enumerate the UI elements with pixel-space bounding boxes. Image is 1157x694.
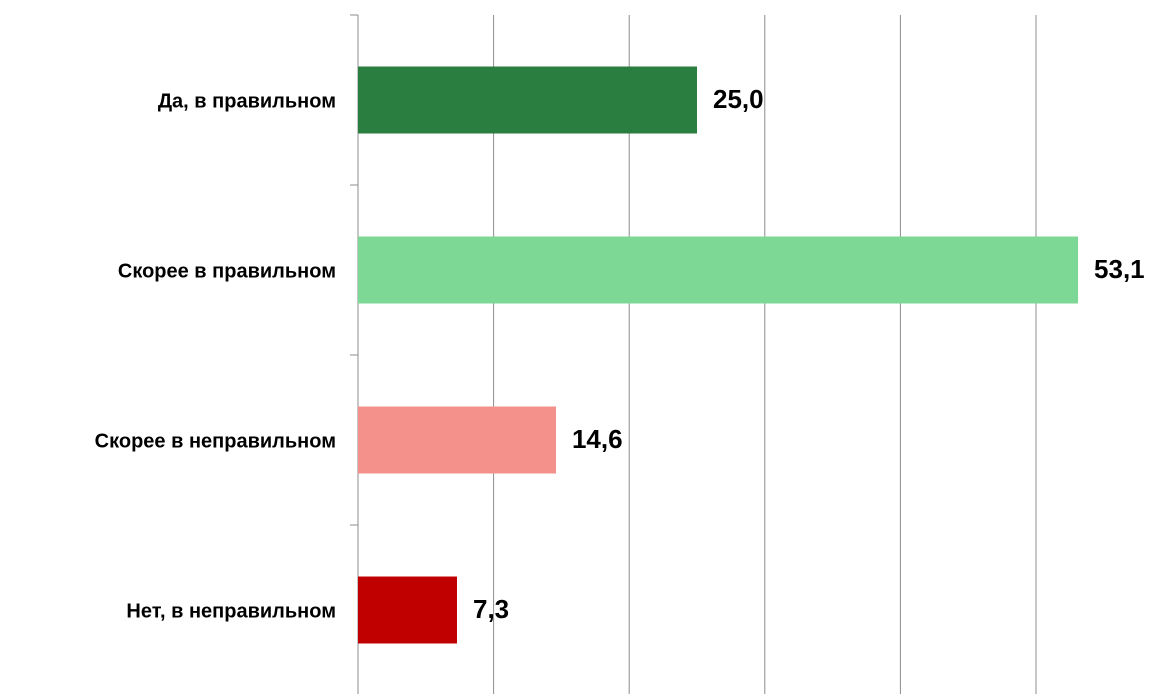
category-label: Да, в правильном [158, 90, 336, 112]
value-label: 25,0 [713, 84, 764, 114]
bar [358, 236, 1079, 304]
value-label: 14,6 [572, 424, 623, 454]
category-label: Нет, в неправильном [126, 600, 336, 622]
value-label: 7,3 [473, 594, 509, 624]
category-label: Скорее в неправильном [95, 430, 336, 452]
bar [358, 66, 697, 134]
category-label: Скорее в правильном [118, 260, 336, 282]
bar [358, 406, 556, 474]
value-label: 53,1 [1094, 254, 1145, 284]
bar [358, 576, 457, 644]
